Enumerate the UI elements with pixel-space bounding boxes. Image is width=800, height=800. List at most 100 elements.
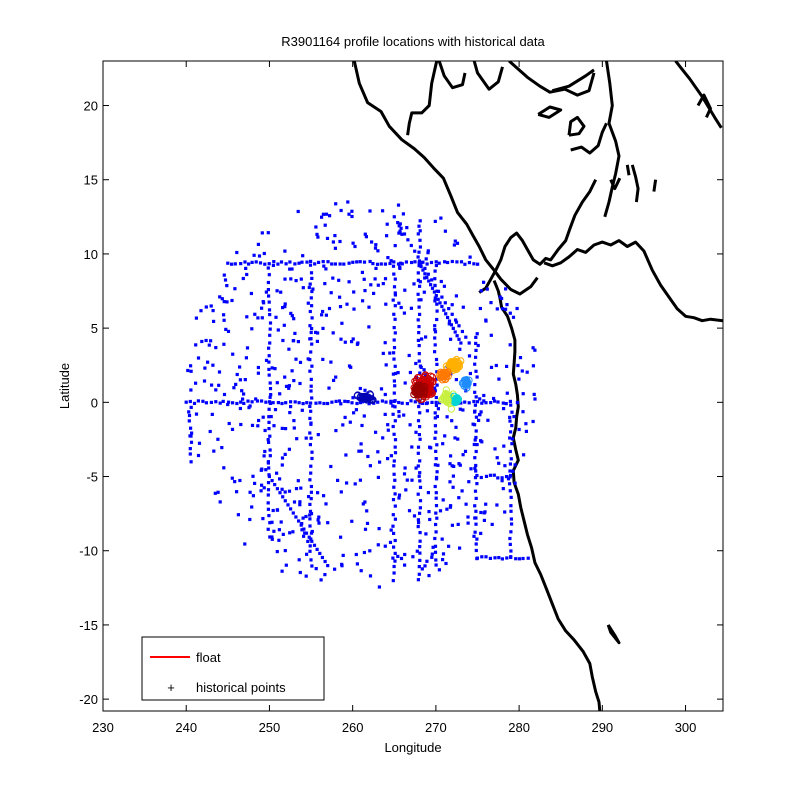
historical-point	[309, 271, 314, 275]
historical-point	[308, 443, 312, 447]
historical-point	[352, 290, 356, 294]
historical-point	[473, 476, 478, 480]
historical-point	[300, 260, 304, 264]
historical-point	[355, 401, 359, 406]
historical-point	[308, 309, 312, 314]
historical-point	[230, 476, 234, 480]
historical-point	[267, 354, 271, 358]
historical-point	[363, 500, 367, 504]
historical-point	[298, 503, 302, 507]
historical-point	[398, 222, 402, 226]
historical-point	[220, 297, 224, 301]
historical-point	[508, 536, 512, 541]
historical-point	[472, 442, 476, 447]
historical-point	[454, 294, 458, 298]
float-profile-marker	[464, 382, 470, 388]
historical-point	[333, 262, 337, 266]
historical-point	[393, 438, 398, 442]
historical-point	[350, 340, 354, 344]
historical-point	[418, 479, 422, 483]
historical-point	[495, 307, 499, 311]
historical-point	[473, 456, 477, 460]
historical-point	[393, 399, 397, 403]
historical-point	[187, 413, 192, 418]
historical-point	[284, 427, 288, 431]
historical-point	[220, 446, 224, 450]
historical-point	[294, 515, 298, 519]
historical-point	[308, 431, 312, 435]
historical-point	[416, 232, 420, 236]
historical-point	[403, 381, 407, 385]
historical-point	[267, 373, 271, 377]
historical-point	[508, 311, 512, 315]
historical-point	[288, 267, 292, 271]
historical-point	[245, 272, 249, 277]
historical-point	[440, 304, 444, 309]
historical-point	[393, 478, 397, 482]
historical-point	[309, 436, 313, 440]
historical-point	[267, 262, 271, 266]
historical-point	[427, 279, 431, 283]
historical-point	[417, 325, 421, 329]
historical-point	[309, 497, 313, 501]
historical-point	[456, 522, 460, 526]
historical-point	[434, 558, 438, 562]
historical-point	[425, 262, 429, 266]
historical-point	[262, 454, 266, 458]
historical-point	[288, 411, 292, 415]
historical-point	[290, 314, 294, 318]
historical-point	[244, 266, 248, 270]
historical-point	[267, 407, 271, 411]
historical-point	[508, 475, 512, 479]
historical-point	[437, 261, 441, 265]
historical-point	[418, 261, 422, 265]
historical-point	[310, 316, 314, 320]
historical-point	[309, 330, 313, 335]
historical-point	[301, 254, 305, 258]
historical-point	[473, 362, 477, 366]
historical-point	[482, 280, 486, 284]
historical-point	[433, 536, 437, 541]
historical-point	[273, 408, 278, 412]
historical-point	[384, 400, 388, 404]
historical-point	[298, 360, 303, 364]
historical-point	[231, 352, 235, 356]
historical-point	[267, 308, 272, 312]
historical-point	[485, 287, 489, 291]
historical-point	[264, 400, 268, 404]
historical-point	[489, 401, 493, 405]
historical-point	[367, 402, 371, 406]
legend: float + historical points	[141, 636, 325, 701]
historical-point	[434, 400, 438, 404]
historical-point	[486, 418, 490, 422]
historical-point	[261, 300, 265, 304]
coastline	[630, 164, 640, 203]
historical-point	[435, 383, 439, 387]
historical-point	[304, 436, 308, 440]
historical-point	[471, 422, 475, 426]
historical-point	[467, 401, 471, 405]
y-axis-label: Latitude	[57, 363, 72, 409]
historical-point	[259, 489, 263, 493]
historical-point	[310, 450, 314, 454]
historical-point	[260, 306, 264, 310]
historical-point	[292, 339, 296, 343]
historical-point	[435, 309, 439, 313]
historical-point	[316, 491, 320, 495]
historical-point	[397, 496, 401, 500]
historical-point	[275, 471, 279, 475]
historical-point	[513, 481, 517, 485]
historical-point	[474, 415, 478, 419]
historical-point	[436, 407, 440, 411]
historical-point	[511, 315, 516, 319]
historical-point	[298, 500, 302, 504]
historical-point	[223, 278, 228, 282]
x-tick-label: 300	[675, 720, 697, 735]
historical-point	[474, 435, 478, 440]
coastline	[603, 61, 621, 218]
historical-point	[475, 482, 479, 486]
historical-point	[404, 260, 408, 264]
historical-point	[235, 401, 239, 406]
historical-point	[244, 356, 248, 360]
historical-point	[510, 522, 514, 526]
